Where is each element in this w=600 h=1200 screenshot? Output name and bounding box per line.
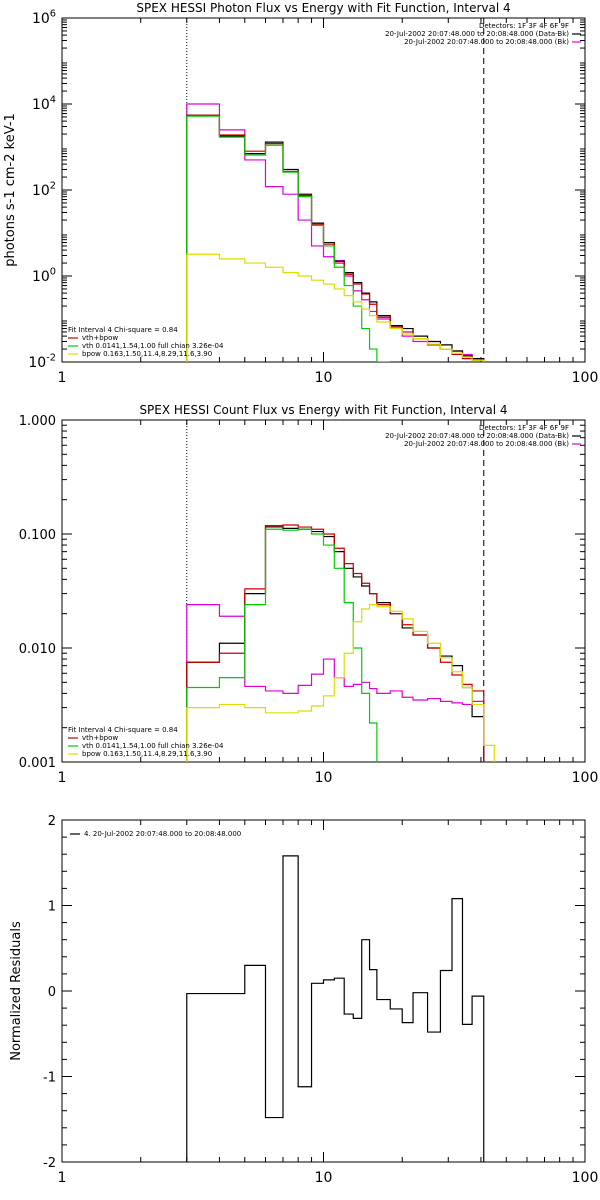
series-bk-histogram (186, 604, 485, 762)
y-axis-label: Normalized Residuals (9, 921, 24, 1061)
legend-fit-info: Fit Interval 4 Chi-square = 0.84 (68, 326, 178, 334)
chart-title: SPEX HESSI Count Flux vs Energy with Fit… (139, 403, 507, 417)
legend-component-label: vth 0.0141,1.54,1.00 full chian 3.26e-04 (82, 742, 224, 750)
x-tick-label: 10 (315, 770, 333, 786)
y-tick-label: 2 (48, 814, 56, 829)
series-fit-histogram (186, 524, 485, 762)
legend-component-label: bpow 0.163,1.50,11.4,8.29,11.6,3.90 (82, 350, 212, 358)
x-tick-label: 1 (58, 1170, 67, 1186)
legend-top-right-text: Detectors: 1F 3F 4F 6F 9F (479, 22, 569, 30)
plot-frame (61, 17, 586, 363)
y-tick-label: 1.000 (19, 414, 56, 429)
chart-title: SPEX HESSI Photon Flux vs Energy with Fi… (136, 1, 510, 15)
legend-top-right-text: 20-Jul-2002 20:07:48.000 to 20:08:48.000… (404, 440, 569, 448)
y-tick-label: 0 (48, 985, 56, 1000)
y-tick-label: 104 (32, 95, 56, 113)
series-bpow-histogram (186, 253, 485, 362)
chart-panel-1: SPEX HESSI Photon Flux vs Energy with Fi… (3, 1, 598, 386)
x-tick-label: 100 (572, 770, 599, 786)
y-tick-label: 0.010 (19, 642, 56, 657)
legend-top-right-text: 20-Jul-2002 20:07:48.000 to 20:08:48.000… (385, 432, 569, 440)
y-tick-label: 10-2 (28, 353, 56, 371)
y-tick-label: 100 (32, 267, 56, 285)
y-tick-label: 0.001 (19, 756, 56, 771)
legend-interval-label: 4. 20-Jul-2002 20:07:48.000 to 20:08:48.… (84, 830, 241, 838)
y-tick-label: -1 (43, 1071, 56, 1086)
x-tick-label: 1 (58, 770, 67, 786)
series-vth-histogram (186, 528, 378, 762)
y-tick-label: 0.100 (19, 528, 56, 543)
y-axis-label: photons s-1 cm-2 keV-1 (3, 113, 18, 267)
series-bk-histogram (186, 103, 485, 362)
legend-top-right-text: 20-Jul-2002 20:07:48.000 to 20:08:48.000… (404, 38, 569, 46)
legend-component-label: vth 0.0141,1.54,1.00 full chian 3.26e-04 (82, 342, 224, 350)
x-tick-label: 100 (572, 1170, 599, 1186)
x-tick-label: 10 (315, 1170, 333, 1186)
y-tick-label: 106 (32, 9, 56, 27)
series-total-histogram (186, 525, 485, 762)
chart-panel-3: 1 10 100 -2 -1 0 1 2 Normalized Residuals 4. 20-J… (9, 814, 598, 1186)
legend-component-label: bpow 0.163,1.50,11.4,8.29,11.6,3.90 (82, 750, 212, 758)
series-total-histogram (186, 114, 485, 362)
legend-component-label: vth+bpow (82, 734, 118, 742)
x-tick-label: 10 (315, 370, 333, 386)
legend-top-right-text: 20-Jul-2002 20:07:48.000 to 20:08:48.000… (385, 30, 569, 38)
plot-frame (61, 419, 586, 763)
legend-component-label: vth+bpow (82, 334, 118, 342)
series-total-histogram (186, 855, 485, 1162)
series-bpow-histogram (186, 604, 495, 762)
series-fit-histogram (186, 114, 485, 362)
legend-top-right-text: Detectors: 1F 3F 4F 6F 9F (479, 424, 569, 432)
legend-fit-info: Fit Interval 4 Chi-square = 0.84 (68, 726, 178, 734)
x-tick-label: 1 (58, 370, 67, 386)
y-tick-label: 102 (32, 181, 56, 199)
y-tick-label: 1 (48, 900, 56, 915)
series-vth-histogram (186, 115, 391, 362)
y-tick-label: -2 (43, 1156, 56, 1171)
x-tick-label: 100 (572, 370, 599, 386)
chart-panel-2: SPEX HESSI Count Flux vs Energy with Fit… (19, 403, 599, 786)
plot-frame (61, 819, 586, 1163)
